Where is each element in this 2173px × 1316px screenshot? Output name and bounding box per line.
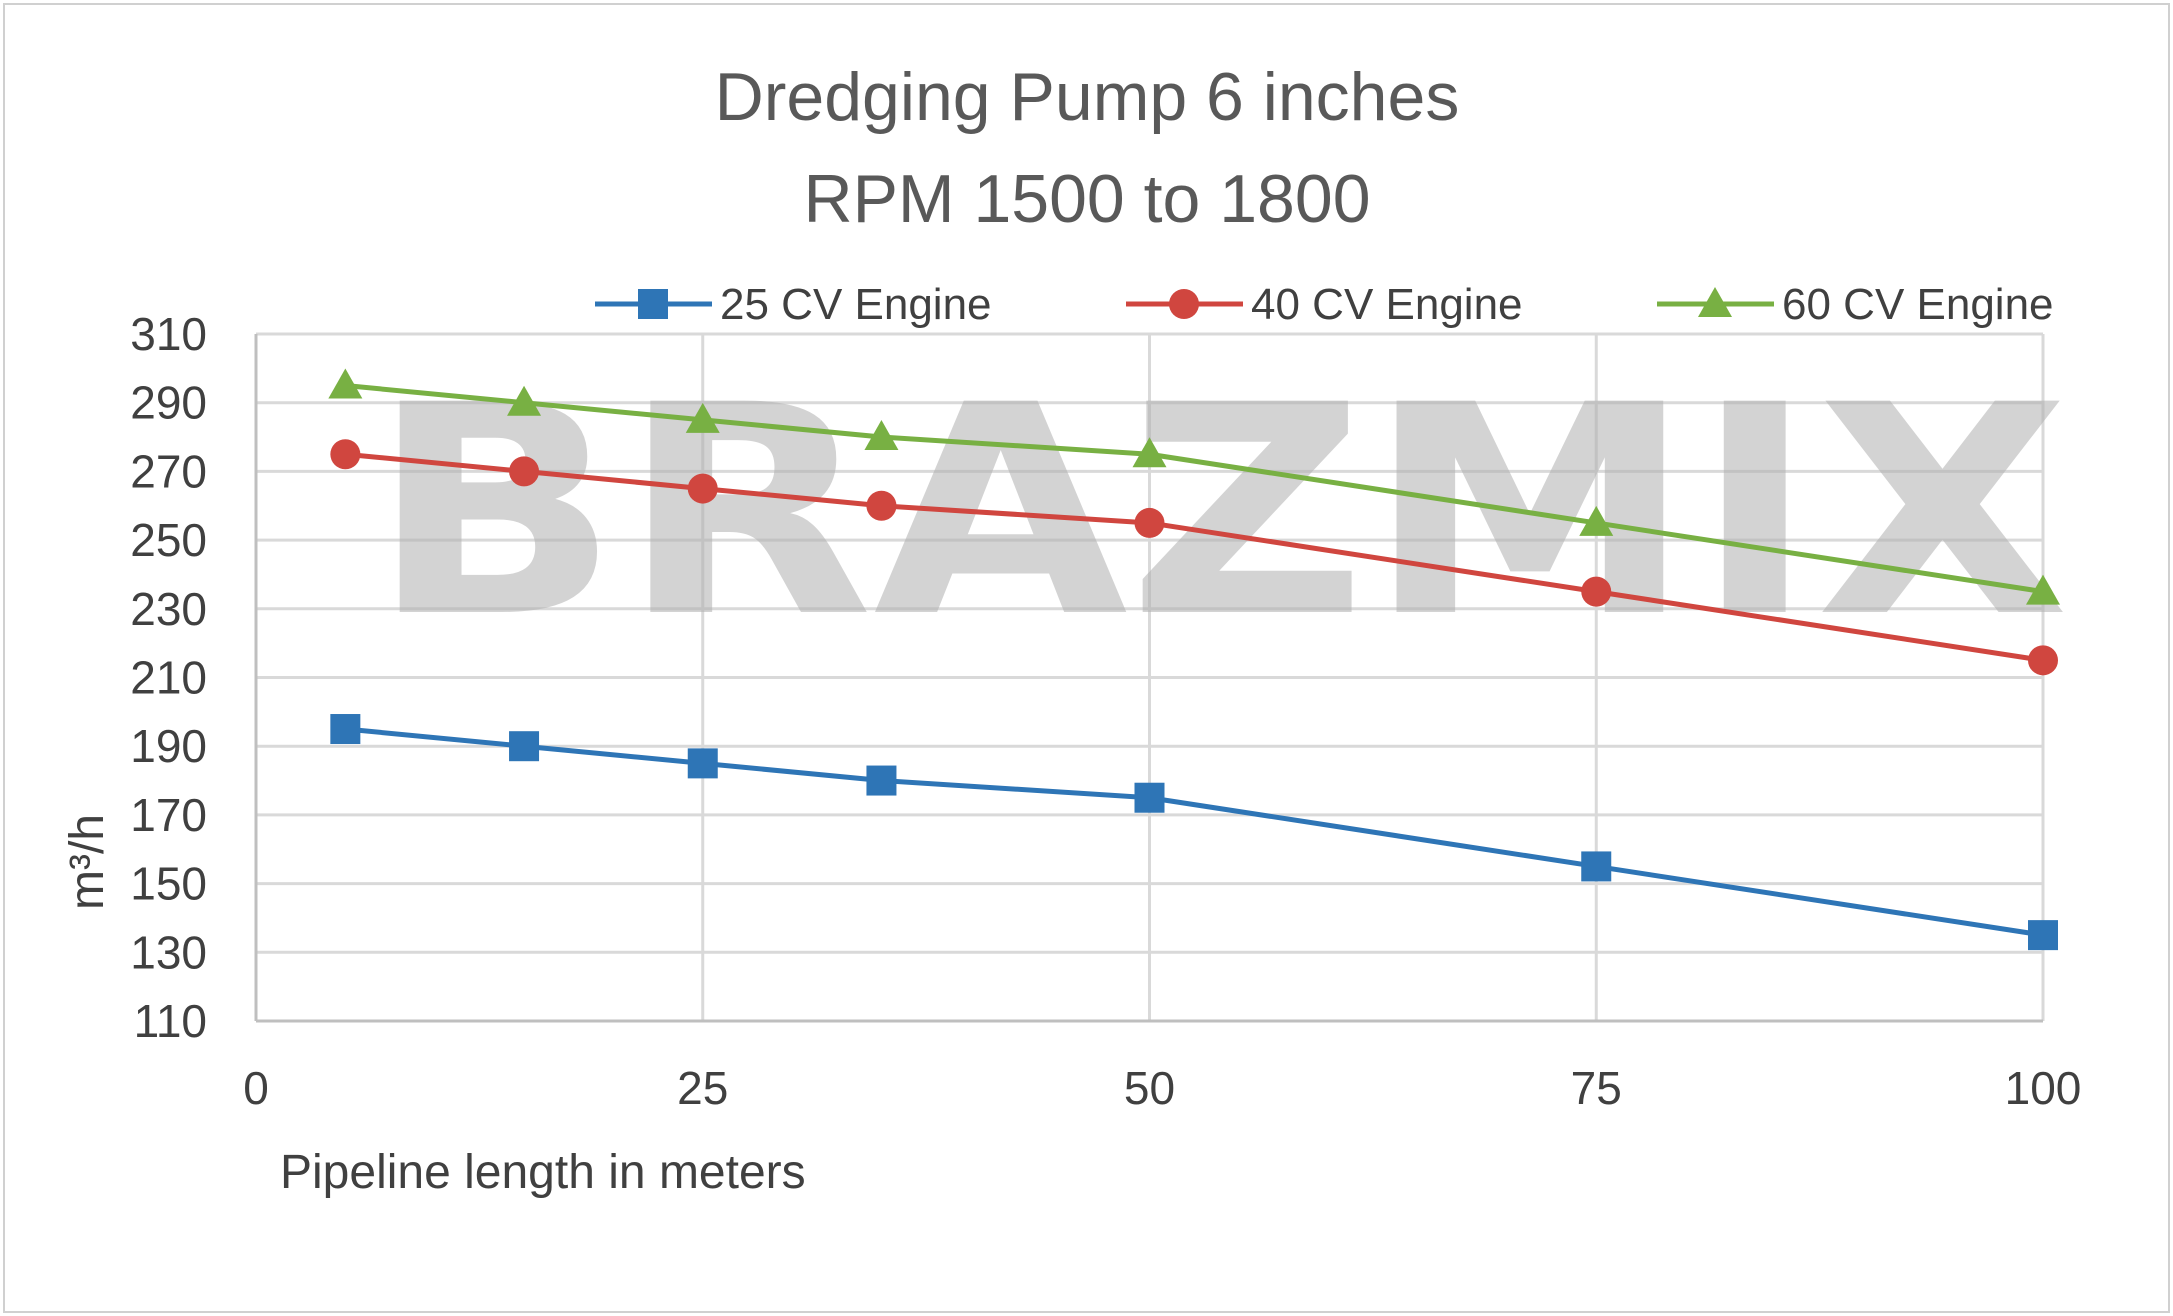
data-point xyxy=(1579,505,1614,536)
series-0 xyxy=(330,714,2058,951)
x-tick-label: 100 xyxy=(2005,1062,2082,1114)
legend: 25 CV Engine 40 CV Engine 60 CV Engine xyxy=(595,280,2054,329)
chart-title-line-1: Dredging Pump 6 inches xyxy=(715,59,1460,135)
legend-marker xyxy=(1698,287,1732,317)
legend-item-2: 60 CV Engine xyxy=(1657,280,2054,329)
data-point xyxy=(328,368,363,399)
y-tick-label: 170 xyxy=(130,789,207,841)
y-tick-label: 150 xyxy=(130,858,207,910)
chart-title-line-2: RPM 1500 to 1800 xyxy=(803,161,1370,237)
legend-label: 60 CV Engine xyxy=(1782,280,2054,329)
watermark: BRAZMIX xyxy=(370,344,2070,681)
data-point xyxy=(2028,645,2058,676)
watermark-text: BRAZMIX xyxy=(370,344,2070,681)
y-axis-label: m³/h xyxy=(61,814,114,910)
legend-marker xyxy=(638,289,668,319)
data-point xyxy=(1134,507,1165,538)
series-1 xyxy=(330,439,2058,676)
chart-frame xyxy=(3,3,2170,1313)
data-point xyxy=(687,748,718,779)
series-line xyxy=(345,726,2044,938)
grid xyxy=(256,332,2045,1021)
data-point xyxy=(2028,920,2058,951)
data-point xyxy=(1132,437,1167,468)
data-point xyxy=(507,385,542,416)
series-2 xyxy=(328,368,2060,605)
y-tick-label: 190 xyxy=(130,720,207,772)
legend-label: 25 CV Engine xyxy=(720,280,992,329)
y-tick-label: 270 xyxy=(130,445,207,497)
data-point xyxy=(509,731,540,762)
legend-item-1: 40 CV Engine xyxy=(1126,280,1523,329)
data-point xyxy=(330,439,361,470)
data-point xyxy=(687,473,718,504)
axes: 110 130 150 170 190 210 230 250 270 290 310 0 25 50 75… xyxy=(130,308,2081,1114)
data-point xyxy=(2026,574,2060,605)
y-tick-label: 230 xyxy=(130,583,207,635)
data-point xyxy=(509,456,540,487)
series-layer xyxy=(328,368,2060,951)
x-tick-label: 75 xyxy=(1571,1062,1622,1114)
y-tick-label: 310 xyxy=(130,308,207,360)
data-point xyxy=(685,402,720,433)
data-point xyxy=(1134,782,1165,813)
x-tick-label: 50 xyxy=(1124,1062,1175,1114)
y-tick-label: 290 xyxy=(130,377,207,429)
y-tick-label: 110 xyxy=(134,995,207,1047)
x-tick-label: 0 xyxy=(243,1062,269,1114)
y-tick-label: 130 xyxy=(130,926,207,978)
y-tick-label: 250 xyxy=(130,514,207,566)
data-point xyxy=(864,420,899,451)
data-point xyxy=(1581,576,1612,607)
data-point xyxy=(866,765,897,796)
legend-label: 40 CV Engine xyxy=(1251,280,1523,329)
legend-marker xyxy=(1169,289,1199,319)
data-point xyxy=(866,490,897,521)
y-tick-label: 210 xyxy=(130,652,207,704)
legend-item-0: 25 CV Engine xyxy=(595,280,992,329)
x-axis-label: Pipeline length in meters xyxy=(280,1146,806,1199)
data-point xyxy=(330,714,361,745)
x-tick-label: 25 xyxy=(677,1062,728,1114)
data-point xyxy=(1581,851,1612,882)
